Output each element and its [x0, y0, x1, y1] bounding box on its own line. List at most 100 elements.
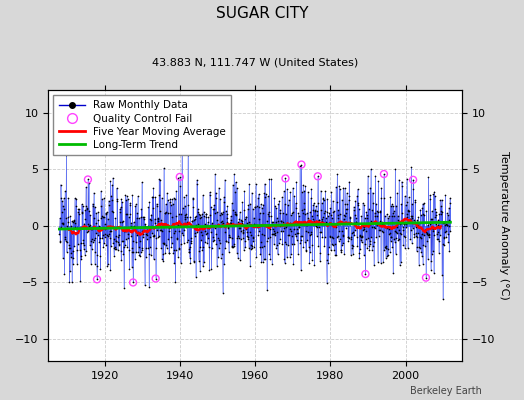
- Point: [202, 214, 210, 220]
- Point: [397, 220, 405, 226]
- Point: [434, 216, 442, 223]
- Point: [387, 202, 395, 209]
- Point: [342, 190, 351, 196]
- Point: [304, 228, 312, 235]
- Point: [264, 213, 272, 220]
- Point: [135, 252, 144, 258]
- Point: [159, 222, 167, 228]
- Point: [278, 194, 286, 200]
- Point: [375, 227, 383, 233]
- Point: [67, 223, 75, 229]
- Point: [367, 218, 376, 224]
- Point: [98, 235, 106, 242]
- Point: [195, 257, 203, 264]
- Point: [279, 224, 288, 231]
- Point: [197, 237, 205, 244]
- Point: [412, 233, 420, 240]
- Point: [413, 233, 421, 240]
- Point: [322, 280, 331, 286]
- Point: [344, 234, 352, 240]
- Point: [442, 220, 451, 227]
- Point: [348, 251, 357, 257]
- Point: [178, 221, 186, 228]
- Point: [162, 242, 170, 249]
- Point: [198, 211, 206, 217]
- Point: [319, 213, 327, 220]
- Point: [262, 191, 270, 198]
- Point: [413, 217, 422, 224]
- Point: [446, 195, 454, 201]
- Point: [170, 260, 178, 267]
- Point: [167, 234, 175, 240]
- Point: [249, 234, 257, 240]
- Point: [151, 275, 160, 282]
- Point: [196, 244, 205, 250]
- Point: [297, 233, 305, 240]
- Point: [248, 245, 256, 252]
- Point: [383, 225, 391, 232]
- Point: [348, 245, 356, 251]
- Point: [186, 260, 194, 266]
- Point: [128, 264, 136, 270]
- Point: [165, 250, 173, 256]
- Point: [214, 234, 222, 241]
- Point: [156, 226, 164, 233]
- Point: [435, 238, 443, 244]
- Point: [200, 208, 208, 215]
- Point: [214, 220, 223, 227]
- Point: [69, 248, 77, 254]
- Point: [170, 194, 178, 201]
- Point: [219, 251, 227, 258]
- Point: [372, 172, 380, 179]
- Point: [410, 234, 419, 240]
- Point: [418, 261, 427, 267]
- Point: [96, 253, 104, 259]
- Point: [367, 224, 376, 230]
- Point: [325, 210, 334, 216]
- Point: [92, 220, 100, 227]
- Point: [155, 192, 163, 199]
- Point: [159, 258, 167, 264]
- Point: [110, 244, 118, 251]
- Point: [316, 187, 325, 194]
- Point: [397, 201, 406, 208]
- Point: [408, 215, 417, 222]
- Point: [92, 230, 100, 236]
- Point: [436, 208, 445, 214]
- Point: [428, 216, 436, 222]
- Point: [440, 242, 449, 248]
- Point: [365, 247, 374, 253]
- Point: [434, 222, 443, 228]
- Point: [313, 173, 322, 180]
- Point: [61, 234, 69, 240]
- Point: [104, 233, 113, 240]
- Point: [192, 274, 200, 280]
- Point: [63, 214, 72, 220]
- Point: [161, 250, 169, 256]
- Point: [257, 239, 265, 245]
- Point: [227, 244, 236, 250]
- Point: [270, 232, 279, 238]
- Point: [155, 176, 163, 182]
- Point: [151, 194, 159, 201]
- Point: [332, 184, 340, 190]
- Point: [341, 213, 350, 220]
- Point: [246, 242, 255, 249]
- Point: [154, 234, 162, 240]
- Point: [339, 232, 347, 238]
- Point: [293, 226, 301, 232]
- Point: [243, 219, 251, 226]
- Point: [247, 246, 255, 252]
- Point: [112, 246, 121, 252]
- Point: [220, 198, 228, 205]
- Point: [102, 210, 110, 216]
- Point: [311, 219, 319, 226]
- Point: [130, 256, 139, 262]
- Point: [197, 214, 205, 220]
- Point: [106, 267, 114, 273]
- Point: [259, 201, 267, 208]
- Point: [445, 204, 453, 211]
- Point: [312, 233, 321, 239]
- Point: [59, 255, 67, 262]
- Point: [276, 210, 285, 217]
